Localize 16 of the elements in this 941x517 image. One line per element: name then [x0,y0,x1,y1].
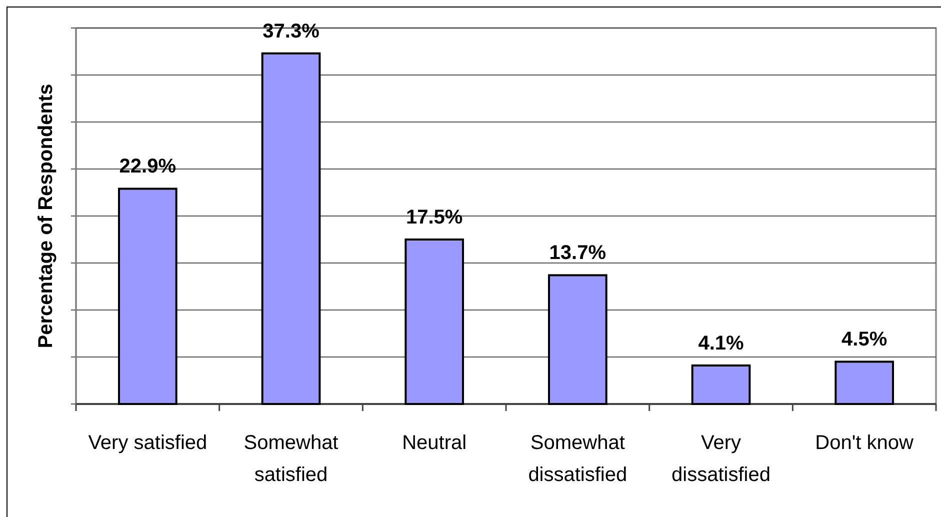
bar [404,238,464,405]
y-axis-title: Percentage of Respondents [35,84,57,348]
x-tick-label: Somewhat dissatisfied [528,432,628,486]
x-tick-label: Neutral [402,432,467,454]
x-tick-label: Don't know [815,432,914,454]
bar [548,274,608,405]
x-tick-label: Very satisfied [88,432,208,454]
data-label: 13.7% [549,242,606,264]
bar [118,188,178,405]
bar [834,360,894,405]
bar [261,52,321,405]
bar [691,364,751,405]
x-tick-label: Somewhat satisfied [244,432,339,486]
x-tick-label: Very dissatisfied [672,432,770,486]
data-label: 4.5% [842,328,888,351]
data-label: 4.1% [698,332,744,354]
